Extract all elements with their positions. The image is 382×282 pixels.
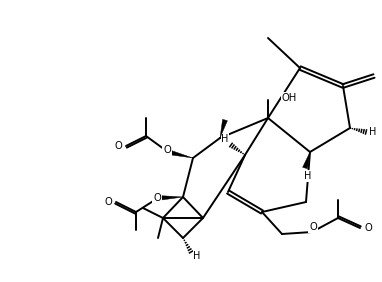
Polygon shape — [303, 152, 310, 169]
Text: O: O — [364, 223, 372, 233]
Text: OH: OH — [282, 93, 297, 103]
Text: O: O — [163, 145, 171, 155]
Polygon shape — [220, 119, 227, 138]
Polygon shape — [158, 195, 183, 201]
Text: H: H — [304, 171, 312, 181]
Text: O: O — [104, 197, 112, 207]
Text: H: H — [221, 134, 229, 144]
Text: O: O — [114, 141, 122, 151]
Text: H: H — [193, 251, 201, 261]
Text: O: O — [309, 222, 317, 232]
Polygon shape — [167, 149, 193, 158]
Text: O: O — [153, 193, 161, 203]
Text: H: H — [369, 127, 377, 137]
